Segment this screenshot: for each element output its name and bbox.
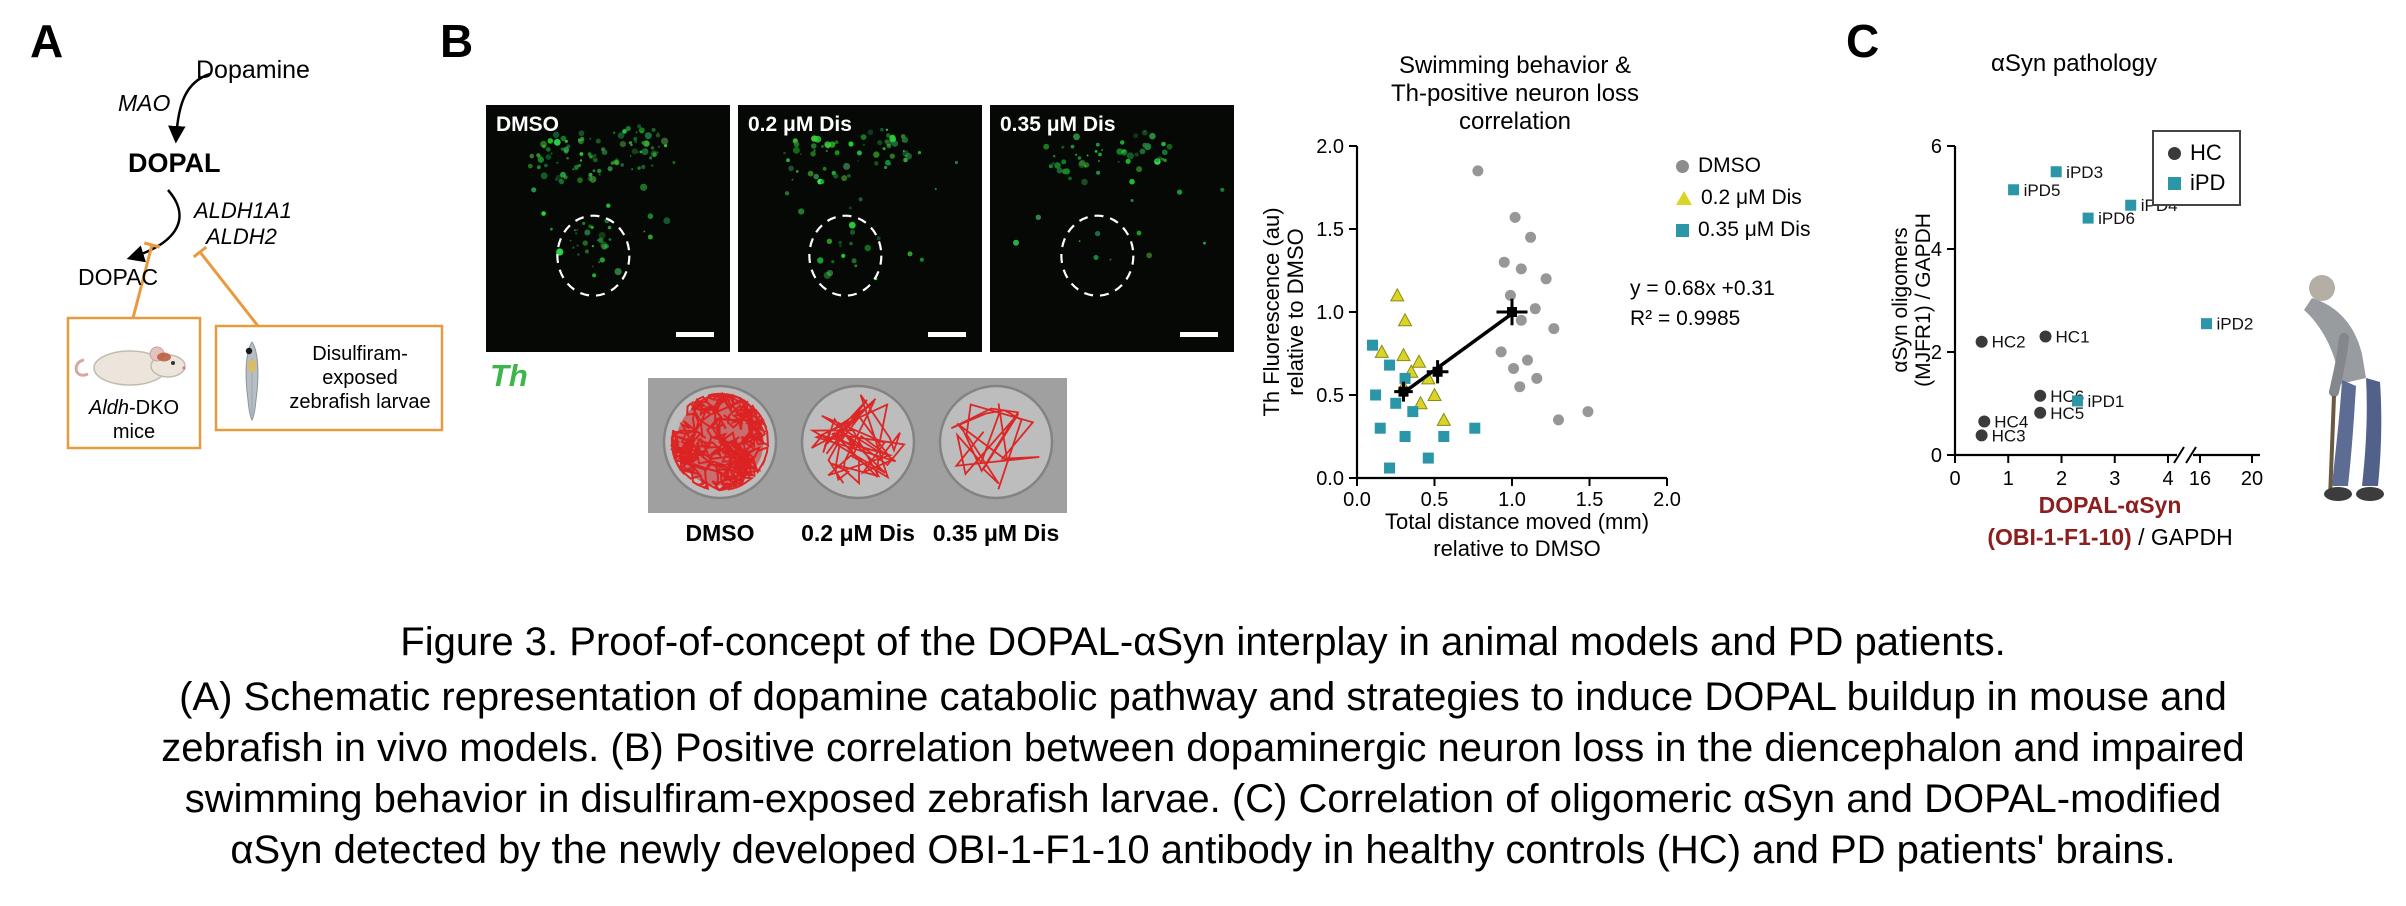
node-aldh2: ALDH2 [206,224,277,249]
chart-c-xlabel-line1: DOPAL-αSyn [2038,492,2182,518]
svg-text:iPD3: iPD3 [2066,163,2103,182]
well-label-dmso: DMSO [685,520,755,546]
panel-b-label: B [440,15,474,67]
svg-text:1.5: 1.5 [1316,219,1344,241]
inhibition-tbars [131,241,260,327]
mouse-box-label: Aldh-DKO mice [70,396,198,444]
node-mao: MAO [118,90,171,116]
legend-item-dmso: DMSO [1676,150,1810,182]
svg-text:0.0: 0.0 [1343,489,1371,511]
svg-text:2: 2 [1931,342,1942,364]
svg-text:16: 16 [2189,468,2211,490]
chart-b-title: Swimming behavior & Th-positive neuron l… [1390,52,1640,135]
svg-text:1.5: 1.5 [1576,489,1604,511]
svg-text:HC2: HC2 [1992,333,2026,352]
svg-text:HC1: HC1 [2056,328,2090,347]
panel-c-label: C [1846,15,1880,67]
chart-b-ylabel: Th Fluorescence (au) relative to DMSO [1259,207,1308,417]
ipd-marker-icon [2168,176,2181,190]
svg-text:iPD2: iPD2 [2217,315,2254,334]
svg-text:HC5: HC5 [2050,404,2084,423]
chart-c-legend-box: HC iPD [2152,130,2242,206]
svg-text:3: 3 [2109,468,2120,490]
node-aldh1a1: ALDH1A1 [194,198,292,223]
panel-a-pathway-art [66,72,444,450]
svg-text:4: 4 [1931,239,1942,261]
mouse-box-line2: mice [112,421,156,443]
svg-text:0.0: 0.0 [1316,468,1344,490]
micrograph-02um: 0.2 μM Dis [738,105,982,352]
well-label-02um: 0.2 μM Dis [801,520,915,546]
svg-text:HC4: HC4 [1994,413,2028,432]
micrograph-dmso-label: DMSO [496,113,559,136]
mouse-model-box [66,316,202,450]
swimming-wells-image [648,378,1067,513]
svg-text:4: 4 [2162,468,2173,490]
svg-text:1.0: 1.0 [1316,302,1344,324]
micrograph-035um-label: 0.35 μM Dis [1000,113,1116,136]
svg-text:0: 0 [1949,468,1960,490]
chart-b-xlabel: Total distance moved (mm) relative to DM… [1384,509,1650,561]
micrograph-02um-art [738,105,982,352]
02um-marker-icon [1676,191,1692,205]
svg-text:20: 20 [2241,468,2263,490]
035um-marker-icon [1676,223,1689,237]
svg-text:2.0: 2.0 [1316,136,1344,158]
chart-c-xlabel-line2: (OBI-1-F1-10) / GAPDH [1987,524,2233,550]
svg-text:1: 1 [2003,468,2014,490]
node-dopac: DOPAC [78,264,159,290]
figure-caption-body: (A) Schematic representation of dopamine… [161,675,2245,872]
aldh-reaction-arrow [126,189,181,263]
svg-text:2: 2 [2056,468,2067,490]
node-dopal: DOPAL [128,148,221,178]
chart-c-ylabel: αSyn oligomers (MJFR1) / GAPDH [1889,213,1935,387]
asyn-pathology-chart: 0123416200246iPD3iPD5iPD4iPD6iPD2HC1HC2H… [1931,136,2263,490]
mouse-illustration [74,346,186,386]
zebrafish-box-label: Disulfiram- exposed zebrafish larvae [289,343,431,413]
svg-text:1.0: 1.0 [1498,489,1526,511]
chart-b-legend: DMSO 0.2 μM Dis 0.35 μM Dis [1676,150,1810,246]
micrograph-dmso-art [486,105,730,352]
node-dopamine: Dopamine [196,56,310,84]
micrograph-02um-label: 0.2 μM Dis [748,113,852,136]
zebrafish-illustration [245,341,259,422]
chart-c-title: αSyn pathology [1991,50,2157,77]
svg-text:0.5: 0.5 [1316,385,1344,407]
svg-text:6: 6 [1931,136,1942,158]
svg-text:HC3: HC3 [1992,426,2026,445]
svg-text:iPD1: iPD1 [2087,392,2124,411]
hc-marker-icon [2168,146,2181,160]
svg-text:0: 0 [1931,445,1942,467]
svg-text:iPD5: iPD5 [2024,181,2061,200]
svg-text:iPD6: iPD6 [2098,209,2135,228]
pd-patient-figure [2304,275,2384,501]
th-stain-label: Th [490,358,528,393]
svg-text:2.0: 2.0 [1653,489,1681,511]
legend-item-ipd: iPD [2168,168,2225,198]
dmso-marker-icon [1676,159,1689,173]
mao-reaction-arrow [168,72,211,144]
mouse-gene: Aldh [88,397,130,419]
swimming-correlation-chart: 0.0 0.5 1.0 1.5 2.0 0.0 0.5 1.0 1.5 2.0 [1316,136,1681,511]
chart-b-fit-annotation: y = 0.68x +0.31 R² = 0.9985 [1630,277,1775,330]
panel-a-label: A [30,15,64,67]
micrograph-dmso: DMSO [486,105,730,352]
legend-item-02um: 0.2 μM Dis [1676,182,1810,214]
micrograph-035um: 0.35 μM Dis [990,105,1234,352]
legend-item-hc: HC [2168,138,2225,168]
legend-item-035um: 0.35 μM Dis [1676,214,1810,246]
svg-text:0.5: 0.5 [1421,489,1449,511]
well-label-035um: 0.35 μM Dis [932,520,1060,546]
micrograph-035um-art [990,105,1234,352]
figure-caption-title: Figure 3. Proof-of-concept of the DOPAL-… [400,620,2006,664]
mouse-gene-suffix: -DKO [129,397,180,419]
